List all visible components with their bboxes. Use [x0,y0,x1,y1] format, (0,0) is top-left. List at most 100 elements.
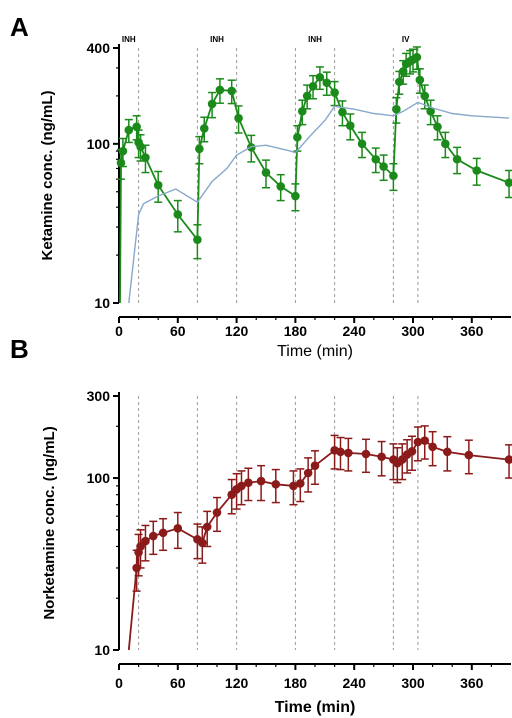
a-data-point-0 [116,158,126,168]
a-data-point-32 [389,171,398,181]
a-x-tick-label-3: 180 [284,323,308,339]
b-data-point-18 [289,481,298,491]
a-data-point-3 [132,122,141,132]
a-x-tick-label-0: 0 [115,323,123,339]
a-data-point-17 [261,168,271,177]
a-data-point-13 [215,85,225,95]
b-data-point-6 [158,528,168,538]
b-data-point-31 [407,447,417,456]
b-data-point-19 [296,479,305,488]
b-data-line [127,439,510,651]
plot-b-area: 10 100 300 0 60 120 180 240 300 360 Time (min) Nork… [41,388,512,716]
panel-a-letter: A [10,12,29,42]
a-data-point-2 [124,125,134,135]
a-data-point-31 [379,162,388,171]
b-data-point-37 [504,455,512,464]
a-data-point-5 [136,142,145,151]
a-data-point-11 [199,124,209,133]
a-dose-label-1: INH [210,35,224,44]
b-data-point-7 [173,524,183,533]
b-data-point-25 [361,449,371,459]
b-data-point-24 [344,448,353,458]
b-x-tick-label-3: 180 [284,675,308,691]
b-data-point-34 [428,442,437,452]
b-x-tick-label-4: 240 [343,675,367,691]
a-data-point-10 [195,144,204,154]
a-data-point-24 [315,72,325,82]
a-data-point-26 [330,88,339,97]
b-data-point-26 [377,452,386,462]
a-data-point-25 [322,78,332,88]
a-data-point-20 [293,132,302,142]
a-data-point-12 [207,99,217,109]
b-data-point-33 [420,436,430,445]
a-data-point-6 [141,153,150,162]
a-data-point-23 [308,81,318,91]
b-data-point-35 [443,447,452,457]
a-dose-label-2: INH [308,35,322,44]
panel-b: B 10 100 300 0 60 120 180 240 300 360 Time (min) No… [10,334,512,716]
a-data-point-47 [504,178,512,187]
a-data-point-1 [118,146,128,156]
a-data-point-33 [392,104,401,114]
a-data-point-19 [291,191,300,201]
a-y-axis-title: Ketamine conc. (ng/mL) [39,90,56,260]
a-data-point-35 [398,67,408,76]
a-y-tick-label-2: 400 [87,40,111,56]
a-x-tick-label-4: 240 [343,323,367,339]
a-x-tick-label-6: 360 [460,323,484,339]
a-data-point-45 [452,154,462,164]
a-data-point-8 [173,210,183,219]
a-data-point-18 [276,182,286,191]
a-data-point-43 [433,122,442,132]
a-x-axis-title: Time (min) [277,343,353,360]
b-data-point-23 [336,447,345,457]
panel-a: A INH INH INH IV 10 100 400 0 60 120 180 240 300 360 T… [10,12,512,360]
b-x-tick-label-5: 300 [401,675,425,691]
b-x-tick-label-2: 120 [225,675,249,691]
b-data-point-11 [212,508,222,517]
a-y-tick-label-1: 100 [87,136,111,152]
b-data-point-4 [141,536,150,546]
b-y-tick-label-2: 300 [87,388,111,404]
a-data-point-14 [227,86,236,96]
a-data-point-41 [420,91,430,101]
a-data-point-40 [415,75,425,85]
b-data-point-10 [202,522,212,532]
a-data-point-21 [297,107,307,116]
a-data-point-22 [302,91,312,101]
b-data-point-17 [271,479,281,489]
b-data-point-1 [132,563,141,573]
a-data-point-9 [193,235,202,244]
a-model-line [128,101,510,304]
a-data-point-15 [234,113,243,123]
panel-b-letter: B [10,334,29,364]
b-x-tick-label-0: 0 [115,675,123,691]
b-data-point-16 [256,476,266,486]
b-data-point-20 [303,468,313,478]
a-x-tick-label-2: 120 [225,323,249,339]
a-y-tick-label-0: 10 [94,295,110,311]
a-x-tick-label-5: 300 [401,323,425,339]
a-dose-label-3: IV [402,35,410,44]
a-data-point-39 [412,52,422,62]
b-y-tick-label-1: 100 [87,470,111,486]
a-data-point-30 [371,154,381,164]
a-data-line [119,55,510,304]
a-data-point-28 [345,121,355,130]
a-data-point-29 [357,139,367,149]
b-data-point-36 [464,450,474,460]
a-data-point-7 [153,180,163,190]
b-x-axis-title: Time (min) [275,699,356,716]
b-data-point-32 [413,437,423,447]
b-x-tick-label-1: 60 [170,675,186,691]
plot-a-area: INH INH INH IV 10 100 400 0 60 120 180 240 300 360 Tim… [39,35,512,360]
a-data-point-44 [441,139,450,149]
b-data-point-5 [149,531,158,541]
b-y-tick-label-0: 10 [94,642,110,658]
b-data-point-21 [310,461,320,470]
b-data-point-9 [198,538,207,548]
a-x-tick-label-1: 60 [170,323,186,339]
b-x-tick-label-6: 360 [460,675,484,691]
